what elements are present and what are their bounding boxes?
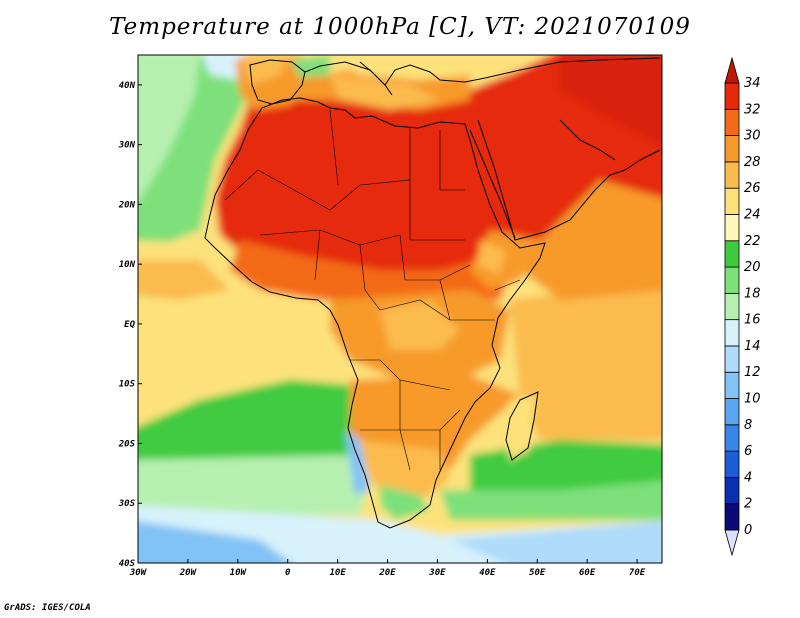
colorbar-segment <box>724 319 740 347</box>
y-tick-label: 30N <box>118 141 136 151</box>
colorbar-segment <box>724 503 740 531</box>
congo-basin-26-28 <box>380 300 460 350</box>
colorbar-level-label: 2 <box>744 497 752 512</box>
colorbar-level-label: 10 <box>744 392 761 407</box>
france-south-cool <box>290 55 330 78</box>
x-axis: 30W 20W 10W 0 10E 20E 30E 40E 50E 60E 70E <box>129 559 646 578</box>
indian-ocean-band-18-20 <box>440 480 662 520</box>
colorbar-segment <box>724 371 740 399</box>
y-tick-label: 10S <box>119 380 136 390</box>
colorbar-upper-arrow <box>724 56 740 84</box>
x-tick-label: 10E <box>329 568 346 578</box>
persian-gulf-coast <box>559 119 616 161</box>
colorbar-segment <box>724 135 740 163</box>
south-atlantic-band-16-18 <box>138 455 370 515</box>
saharan-hot-zone-32-34 <box>215 55 662 290</box>
colorbar-level-label: 32 <box>744 102 761 117</box>
sahel-belt-30-32 <box>230 240 520 300</box>
map-title: Temperature at 1000hPa [C], VT: 20210701… <box>109 14 691 40</box>
y-tick-label: 20S <box>118 439 136 449</box>
y-tick-label: 20N <box>118 200 136 210</box>
guinea-warm-patch <box>138 260 230 300</box>
madagascar-coastline <box>505 391 539 461</box>
y-tick-label: EQ <box>124 320 135 330</box>
x-tick-label: 50E <box>529 568 546 578</box>
colorbar-segment <box>724 240 740 268</box>
x-tick-label: 20E <box>378 568 396 578</box>
colorbar-level-label: 6 <box>744 444 752 459</box>
x-tick-label: 30W <box>129 568 148 578</box>
colorbar-level-label: 4 <box>744 470 752 485</box>
colorbar-level-label: 28 <box>744 155 761 170</box>
y-axis: 40N 30N 20N 10N EQ 10S 20S 30S 40S <box>118 81 142 569</box>
y-tick-label: 40N <box>119 81 136 91</box>
x-tick-label: 70E <box>629 568 646 578</box>
colorbar-level-label: 8 <box>744 418 752 433</box>
colorbar-segment <box>724 214 740 242</box>
africa-coastline <box>204 97 546 529</box>
x-tick-label: 40E <box>479 568 496 578</box>
colorbar-level-label: 26 <box>744 181 761 196</box>
colorbar-segment <box>724 292 740 321</box>
y-tick-label: 30S <box>118 499 136 509</box>
atlantic-cool-band-16-18 <box>138 55 200 200</box>
colorbar-segment <box>724 266 740 294</box>
arabian-hot-core <box>560 55 662 146</box>
colorbar-segment <box>724 161 740 189</box>
colorbar-level-label: 22 <box>744 234 761 249</box>
x-tick-label: 60E <box>579 568 596 578</box>
colorbar-level-label: 14 <box>744 339 761 354</box>
coastlines <box>204 57 661 529</box>
colorbar-segment <box>724 477 740 505</box>
colorbar-level-label: 20 <box>744 260 761 275</box>
plot-frame <box>137 54 663 564</box>
colorbar-level-label: 16 <box>744 313 761 328</box>
colorbar-level-label: 12 <box>744 365 761 380</box>
temperature-field <box>138 55 662 563</box>
southern-africa-south-26-28 <box>360 440 450 500</box>
colorbar-level-label: 0 <box>744 523 752 538</box>
colorbar-segment <box>724 450 740 478</box>
red-sea-coast <box>469 129 516 239</box>
colorbar-segment <box>724 82 740 110</box>
colorbar-segment <box>724 345 740 373</box>
colorbar-segment <box>724 424 740 452</box>
y-tick-label: 10N <box>119 260 136 270</box>
colorbar-level-label: 30 <box>744 129 761 144</box>
colorbar-segment <box>724 187 740 215</box>
colorbar-segment <box>724 108 740 136</box>
italy-coastline <box>359 61 393 96</box>
country-borders <box>224 109 521 471</box>
x-tick-label: 20W <box>179 568 198 578</box>
y-tick-label: 40S <box>119 559 136 569</box>
colorbar-level-label: 24 <box>744 207 761 222</box>
x-tick-label: 10W <box>230 568 248 578</box>
x-tick-label: 30E <box>428 568 446 578</box>
iberia-coastline <box>249 59 306 105</box>
colorbar-segment <box>724 398 740 426</box>
benguela-coastal-cool <box>345 430 370 495</box>
southern-ocean-band-10-12 <box>138 521 291 563</box>
madagascar-field <box>505 395 535 460</box>
southern-ocean-band-12-14 <box>450 520 662 563</box>
iberia-north <box>240 55 290 85</box>
x-tick-label: 0 <box>285 568 291 578</box>
colorbar-lower-arrow <box>724 529 740 557</box>
arabia-coastline <box>477 119 661 241</box>
colorbar-level-label: 34 <box>744 76 761 91</box>
europe-coastline <box>304 57 661 86</box>
ethiopian-highlands <box>478 240 505 275</box>
indian-ocean-warm-26-28 <box>510 281 662 440</box>
mediterranean-cooler-26-28 <box>330 75 440 110</box>
south-atlantic-band-20-22 <box>138 380 350 470</box>
south-africa-cape-cool <box>380 485 430 520</box>
footer-credit: GrADS: IGES/COLA <box>4 603 91 613</box>
colorbar-level-label: 18 <box>744 286 761 301</box>
